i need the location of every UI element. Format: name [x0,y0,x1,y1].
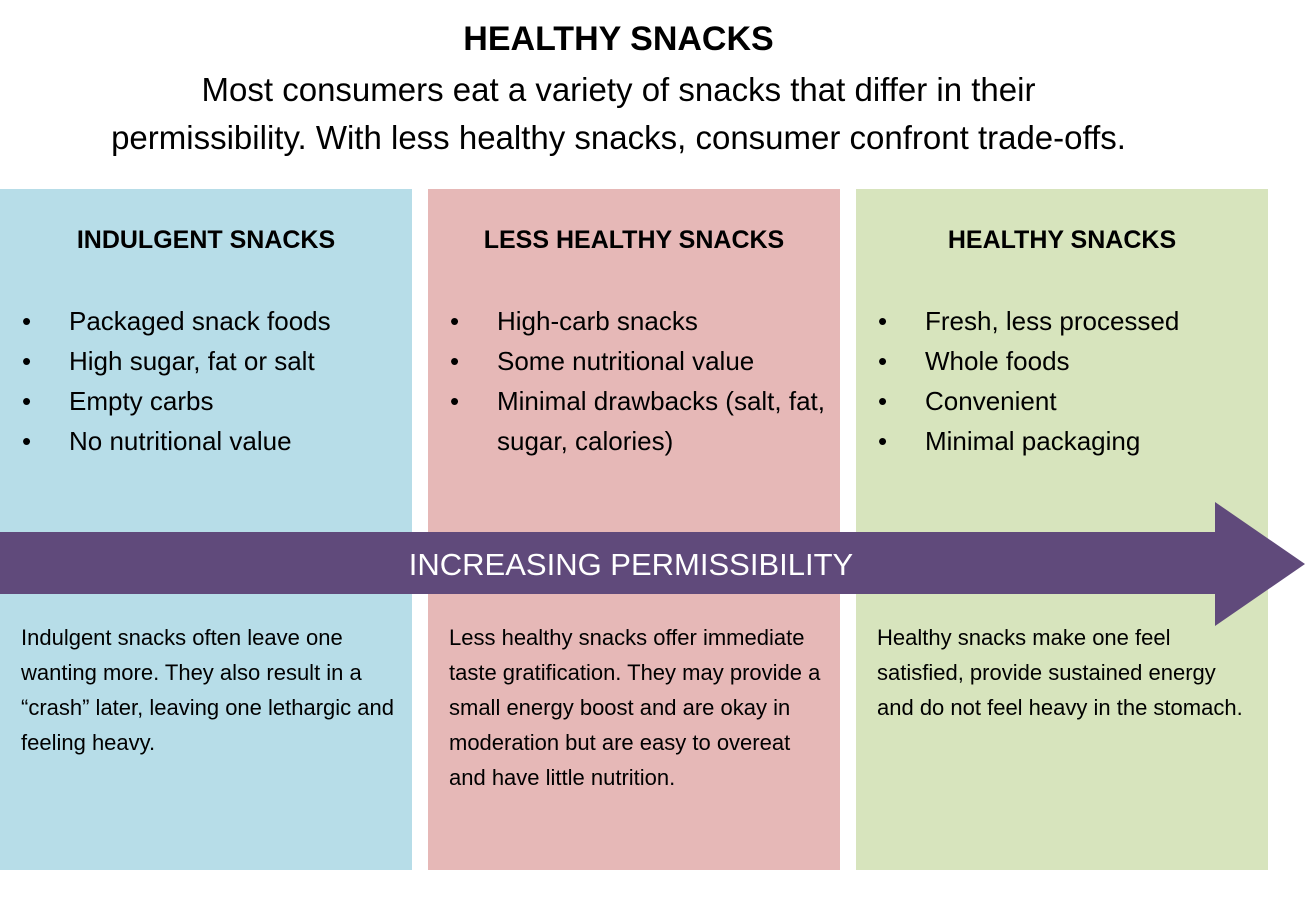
column-healthy: HEALTHY SNACKS Fresh, less processed Who… [856,189,1268,870]
bullet: High sugar, fat or salt [22,341,331,381]
column-heading: LESS HEALTHY SNACKS [483,226,785,254]
column-less-healthy: LESS HEALTHY SNACKS High-carb snacks Som… [428,189,840,870]
subtitle-line: Most consumers eat a variety of snacks t… [201,71,1036,108]
bullet-list: High-carb snacks Some nutritional value … [428,301,840,461]
bullet: Empty carbs [22,381,331,421]
arrow-label: INCREASING PERMISSIBILITY [409,547,853,582]
column-description: Indulgent snacks often leave one wanting… [21,625,394,755]
bullet: Some nutritional value [450,341,826,381]
title: HEALTHY SNACKS [463,20,774,58]
bullet: Whole foods [878,341,1179,381]
arrow-shape [0,502,1305,626]
bullet: Minimal packaging [878,421,1179,461]
bullet-list: Fresh, less processed Whole foods Conven… [856,301,1193,461]
column-description: Healthy snacks make one feel satisfied, … [877,625,1243,720]
bullet: Fresh, less processed [878,301,1179,341]
bullet: No nutritional value [22,421,331,461]
bullet: Minimal drawbacks (salt, fat, sugar, cal… [450,381,826,461]
column-indulgent: INDULGENT SNACKS Packaged snack foods Hi… [0,189,412,870]
bullet: Convenient [878,381,1179,421]
column-heading: INDULGENT SNACKS [76,226,336,254]
bullet-list: Packaged snack foods High sugar, fat or … [0,301,345,461]
column-description: Less healthy snacks offer immediate tast… [449,625,821,790]
subtitle-line: permissibility. With less healthy snacks… [111,119,1126,156]
permissibility-arrow: INCREASING PERMISSIBILITY [0,502,1305,626]
bullet: Packaged snack foods [22,301,331,341]
column-heading: HEALTHY SNACKS [947,226,1177,254]
bullet: High-carb snacks [450,301,826,341]
